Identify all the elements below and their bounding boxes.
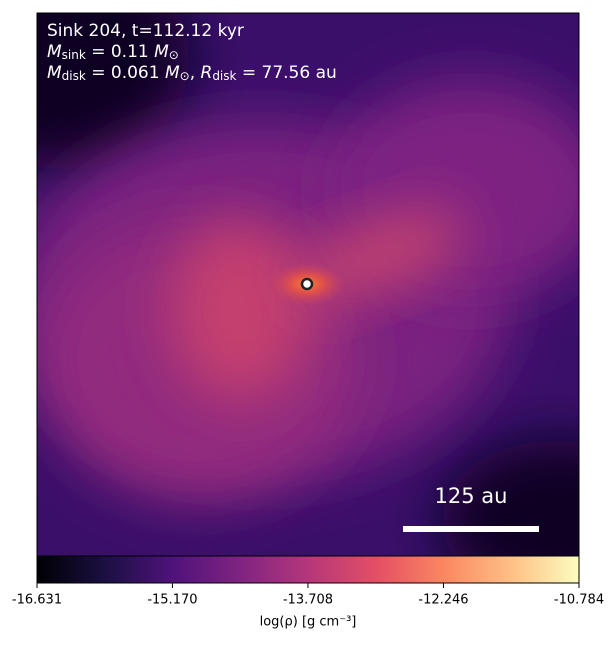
colorbar-tick-label: -16.631 (12, 593, 62, 608)
sink-marker (300, 277, 314, 291)
annotation-line: Msink = 0.11 M⊙ (47, 42, 179, 62)
colorbar-tick-label: -15.170 (147, 593, 197, 608)
annotation-part: , (190, 63, 201, 83)
annotation-part: M (154, 42, 169, 62)
annotation-part: ⊙ (169, 48, 179, 62)
colorbar-label: log(ρ) [g cm⁻³] (260, 615, 357, 630)
annotation-part: M (47, 63, 62, 83)
annotation-part: = 77.56 au (236, 63, 336, 83)
annotation-part: sink (62, 48, 86, 62)
annotation-line: Sink 204, t=112.12 kyr (47, 21, 244, 41)
annotation-line: Mdisk = 0.061 M⊙, Rdisk = 77.56 au (47, 63, 337, 83)
annotation-part: disk (212, 69, 236, 83)
annotation-part: = 0.061 (86, 63, 165, 83)
colorbar-tick-label: -12.246 (418, 593, 468, 608)
scale-bar-label: 125 au (435, 484, 508, 508)
colorbar (36, 555, 580, 584)
colorbar-tick-label: -10.784 (554, 593, 604, 608)
annotation-part: M (165, 63, 180, 83)
density-image (37, 13, 579, 556)
annotation-part: Sink 204, t=112.12 kyr (47, 21, 244, 41)
colorbar-axis: -16.631 -15.170 -13.708 -12.246 -10.784 (12, 583, 604, 608)
scale-bar (403, 526, 539, 532)
annotation-part: = 0.11 (86, 42, 154, 62)
annotation-part: R (201, 63, 213, 83)
colorbar-tick-label: -13.708 (283, 593, 333, 608)
annotation-part: M (47, 42, 62, 62)
annotation-part: disk (62, 69, 86, 83)
annotation-part: ⊙ (180, 69, 190, 83)
